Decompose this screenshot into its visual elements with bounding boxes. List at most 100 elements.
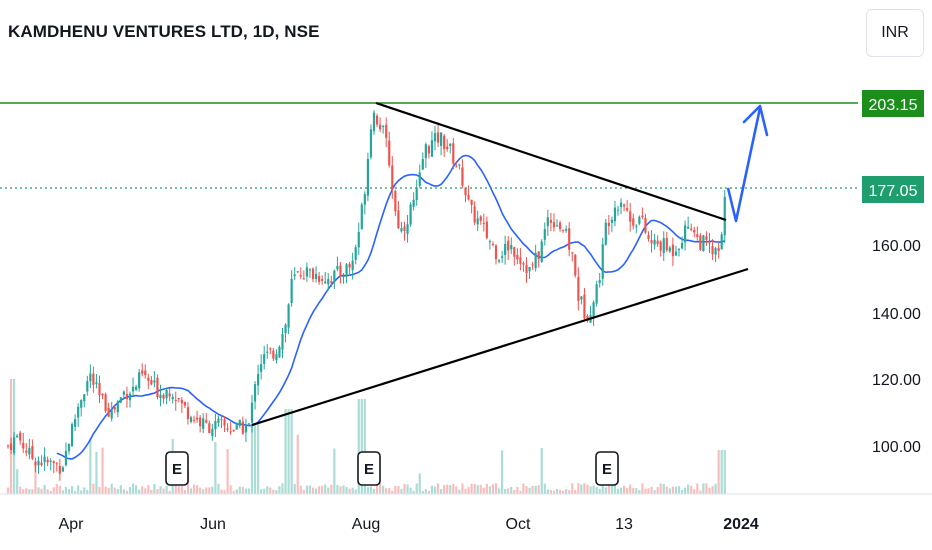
earnings-marker[interactable]: E xyxy=(357,451,381,486)
volume-bar xyxy=(513,489,516,494)
candle xyxy=(104,394,107,412)
volume-bar xyxy=(180,486,183,494)
volume-bar xyxy=(110,483,113,494)
volume-bar xyxy=(165,485,168,494)
y-axis: 160.00 140.00 120.00 100.00 xyxy=(872,238,921,456)
candle xyxy=(55,463,58,465)
candle xyxy=(699,235,702,250)
candle xyxy=(379,124,382,130)
volume-bar xyxy=(674,486,678,494)
candle xyxy=(177,397,180,400)
upper-trendline[interactable] xyxy=(375,101,727,222)
candle xyxy=(186,407,190,420)
candle xyxy=(247,423,251,425)
volume-bar xyxy=(67,489,71,494)
x-tick-label: Jun xyxy=(200,516,226,533)
candle xyxy=(52,461,55,464)
lower-trendline[interactable] xyxy=(251,267,749,427)
candle xyxy=(80,400,83,408)
candle xyxy=(650,240,653,244)
candle xyxy=(327,278,330,285)
volume-bar xyxy=(351,487,354,494)
volume-bar xyxy=(446,484,449,494)
candle xyxy=(16,435,19,438)
volume-bar xyxy=(208,487,211,494)
candle xyxy=(427,146,430,154)
candle xyxy=(565,229,568,231)
candle xyxy=(717,248,720,251)
moving-average xyxy=(56,154,726,460)
volume-bar xyxy=(430,485,434,494)
candle xyxy=(702,235,705,252)
candle xyxy=(101,393,104,396)
volume-bar xyxy=(293,484,296,494)
candle xyxy=(372,112,376,132)
volume-bar xyxy=(86,490,89,494)
volume-bar xyxy=(9,379,13,494)
volume-bar xyxy=(34,461,37,494)
candle xyxy=(558,222,562,230)
candle xyxy=(107,407,110,417)
volume-bar xyxy=(330,484,333,494)
volume-bar xyxy=(80,490,83,494)
earnings-marker[interactable]: E xyxy=(165,451,189,486)
currency-button[interactable]: INR xyxy=(866,9,924,57)
candle xyxy=(299,275,302,277)
volume-bar xyxy=(159,486,162,494)
candle xyxy=(40,462,43,466)
volume-bar xyxy=(452,483,455,494)
volume-bar xyxy=(217,483,220,494)
candle xyxy=(491,244,495,246)
candle xyxy=(455,166,458,168)
candle xyxy=(720,234,723,250)
volume-bar xyxy=(205,487,208,494)
candle xyxy=(531,264,534,266)
volume-bar xyxy=(494,483,498,494)
candle xyxy=(626,208,629,211)
candle xyxy=(552,222,556,228)
candle xyxy=(357,232,360,248)
volume-bar xyxy=(339,486,342,494)
volume-bar xyxy=(647,488,650,494)
candle xyxy=(488,241,491,243)
volume-bar xyxy=(677,486,681,494)
volume-bar xyxy=(128,487,132,494)
candle xyxy=(696,234,699,238)
volume-bar xyxy=(440,489,443,494)
candle xyxy=(28,447,31,455)
candle xyxy=(180,399,183,404)
volume-bar xyxy=(296,434,299,494)
volume-bar xyxy=(284,409,287,494)
candle xyxy=(623,204,626,207)
volume-bar xyxy=(202,489,205,494)
volume-bar xyxy=(223,490,226,494)
volume-bar xyxy=(580,484,583,494)
candle xyxy=(235,422,238,430)
forecast-arrow[interactable] xyxy=(726,107,762,223)
volume-bar xyxy=(708,487,711,494)
volume-bar xyxy=(52,487,55,494)
candle xyxy=(443,135,446,150)
candle xyxy=(360,204,363,229)
earnings-marker[interactable]: E xyxy=(595,451,619,486)
candle xyxy=(58,465,61,474)
volume-bar xyxy=(333,448,336,494)
volume-bar xyxy=(348,488,351,494)
candle xyxy=(568,228,571,250)
volume-bar xyxy=(22,489,25,494)
candle xyxy=(507,240,510,251)
volume-bar xyxy=(668,488,671,494)
volume-bar xyxy=(89,438,92,494)
candle xyxy=(595,284,598,304)
volume-bar xyxy=(662,484,665,494)
candle xyxy=(613,207,617,222)
volume-bar xyxy=(122,489,125,494)
volume-bar xyxy=(336,484,339,494)
volume-bar xyxy=(290,409,293,494)
candle xyxy=(6,445,10,447)
volume-bar xyxy=(113,487,116,494)
volume-bar xyxy=(626,488,629,494)
volume-bar xyxy=(476,485,479,494)
volume-bar xyxy=(131,483,135,494)
